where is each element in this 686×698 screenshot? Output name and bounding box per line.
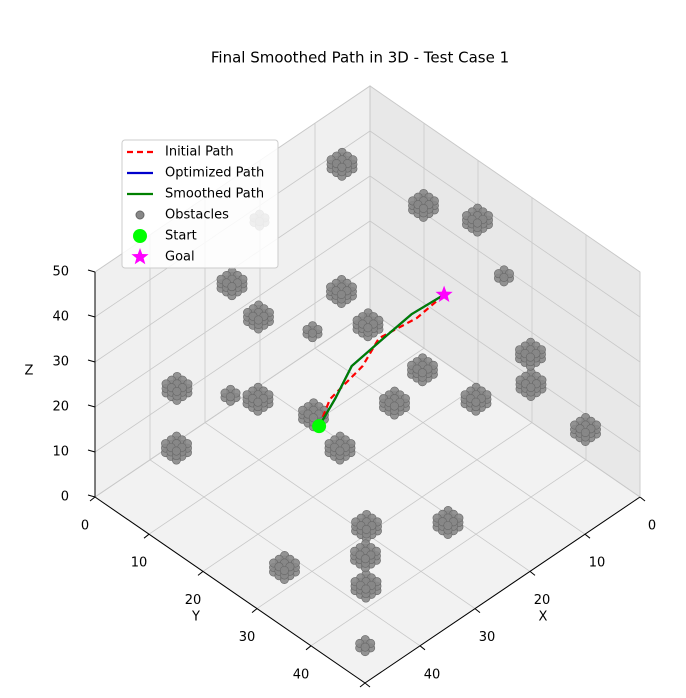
- z-tick-label: 20: [52, 400, 69, 415]
- obstacle: [443, 520, 453, 530]
- legend-swatch: [133, 229, 147, 243]
- legend-label: Initial Path: [165, 145, 234, 160]
- y-tick-label: 30: [239, 630, 256, 645]
- obstacle: [526, 382, 536, 392]
- z-axis-label: Z: [25, 364, 34, 379]
- legend-box: [121, 139, 279, 269]
- legend-label: Obstacles: [165, 208, 229, 223]
- y-tick: [89, 496, 96, 502]
- x-tick: [474, 608, 481, 613]
- y-tick-label: 40: [293, 667, 310, 682]
- obstacle: [389, 401, 399, 411]
- z-tick: [87, 404, 96, 408]
- start-marker: [312, 419, 327, 434]
- grid-line: [204, 422, 476, 609]
- obstacle: [225, 392, 235, 402]
- legend-label: Optimized Path: [165, 166, 264, 181]
- y-tick-label: 20: [185, 593, 202, 608]
- obstacle: [279, 565, 289, 575]
- grid-line: [310, 459, 587, 647]
- obstacle: [337, 162, 347, 172]
- x-axis-label: X: [539, 610, 548, 625]
- legend-label: Start: [165, 229, 197, 244]
- obstacle: [499, 272, 509, 282]
- x-tick-label: 0: [648, 519, 656, 534]
- obstacle: [361, 584, 371, 594]
- obstacle: [360, 554, 370, 564]
- grid-line: [314, 347, 586, 535]
- x-tick: [364, 682, 371, 688]
- y-tick: [305, 645, 312, 651]
- x-tick-label: 20: [534, 593, 551, 608]
- path-line: [318, 293, 445, 427]
- x-tick-label: 10: [589, 556, 606, 571]
- legend-label: Smoothed Path: [165, 187, 264, 202]
- y-tick: [359, 682, 366, 688]
- grid-line: [148, 347, 425, 535]
- grid-line: [369, 310, 641, 498]
- grid-line: [369, 85, 641, 273]
- obstacle: [253, 315, 263, 325]
- obstacle: [171, 446, 181, 456]
- x-tick: [529, 571, 536, 576]
- grid-line: [202, 385, 479, 572]
- obstacle: [525, 352, 535, 362]
- obstacle: [417, 368, 427, 378]
- obstacle: [580, 427, 590, 437]
- x-tick: [639, 496, 646, 502]
- obstacle: [227, 282, 237, 292]
- y-tick: [143, 533, 150, 539]
- z-tick-label: 50: [52, 265, 69, 280]
- y-axis-label: Y: [191, 610, 200, 625]
- grid-line: [256, 422, 533, 609]
- obstacle: [360, 642, 370, 652]
- path-line: [318, 293, 445, 427]
- z-tick-label: 10: [52, 445, 69, 460]
- legend-label: Goal: [165, 250, 195, 265]
- axis-line: [364, 496, 641, 684]
- obstacle: [363, 323, 373, 333]
- y-tick: [197, 571, 204, 576]
- grid-line: [369, 130, 641, 318]
- z-tick-label: 30: [52, 355, 69, 370]
- grid-line: [369, 220, 641, 408]
- x-tick: [419, 645, 426, 651]
- obstacle: [253, 397, 263, 407]
- z-tick: [87, 269, 96, 273]
- obstacles: [161, 147, 601, 657]
- obstacle: [336, 289, 346, 299]
- z-tick: [87, 359, 96, 363]
- x-tick-label: 30: [479, 630, 496, 645]
- z-tick: [87, 449, 96, 453]
- grid-line: [94, 265, 371, 453]
- z-tick-label: 40: [52, 310, 69, 325]
- z-tick: [87, 314, 96, 318]
- obstacle: [172, 386, 182, 396]
- legend-swatch: [131, 248, 149, 265]
- axis-line: [94, 496, 366, 684]
- y-tick-label: 0: [81, 519, 89, 534]
- x-tick-label: 40: [424, 667, 441, 682]
- obstacle: [361, 524, 371, 534]
- goal-marker: [435, 285, 453, 302]
- y-tick: [251, 608, 258, 613]
- z-tick-label: 0: [61, 490, 69, 505]
- obstacle: [471, 397, 481, 407]
- y-tick-label: 10: [131, 556, 148, 571]
- legend-swatch: [135, 210, 145, 220]
- x-tick: [584, 533, 591, 539]
- obstacle: [472, 218, 482, 228]
- z-tick: [87, 494, 96, 498]
- obstacle: [418, 203, 428, 213]
- grid-line: [94, 220, 371, 408]
- chart-title: Final Smoothed Path in 3D - Test Case 1: [211, 49, 509, 67]
- obstacle: [307, 328, 317, 338]
- obstacle: [308, 413, 318, 423]
- obstacle: [335, 446, 345, 456]
